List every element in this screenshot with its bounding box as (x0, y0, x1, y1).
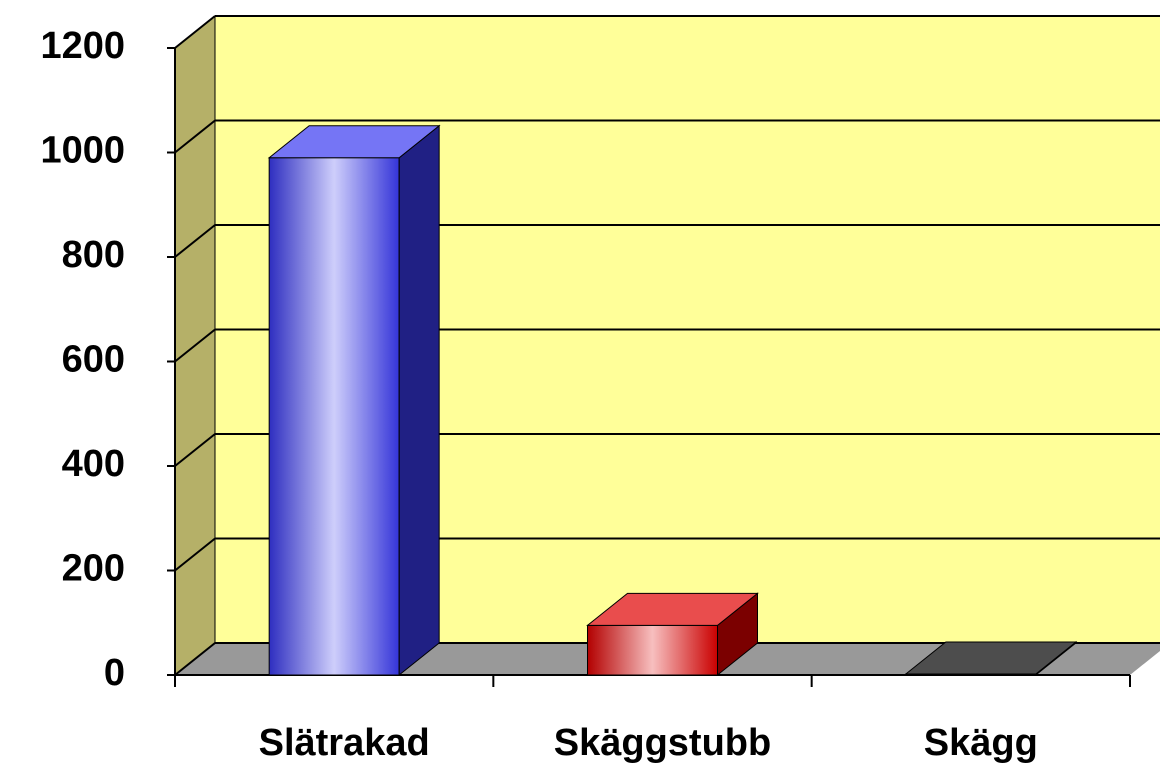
y-tick-label: 400 (62, 443, 125, 485)
x-tick-label: Slätrakad (259, 722, 430, 764)
bar-side (398, 124, 440, 677)
x-tick-label: Skäggstubb (554, 722, 771, 764)
grid-line (174, 328, 216, 363)
x-tick-label: Skägg (924, 722, 1038, 764)
y-tick-label: 800 (62, 234, 125, 276)
bar-front (587, 624, 718, 676)
y-tick-label: 1000 (40, 130, 125, 172)
grid-line (174, 119, 216, 154)
bar-top (586, 592, 759, 626)
bar-top (904, 641, 1078, 675)
grid-line (174, 433, 216, 467)
bar-front (268, 157, 400, 676)
y-tick-label: 0 (104, 652, 125, 694)
y-tick-label: 200 (62, 548, 125, 590)
y-tick-label: 1200 (40, 25, 125, 67)
grid-line (174, 537, 216, 572)
y-tick-label: 600 (62, 339, 125, 381)
grid-line (174, 224, 216, 258)
bar-top (267, 125, 441, 159)
grid-line (174, 15, 216, 49)
grid-line (174, 642, 216, 676)
